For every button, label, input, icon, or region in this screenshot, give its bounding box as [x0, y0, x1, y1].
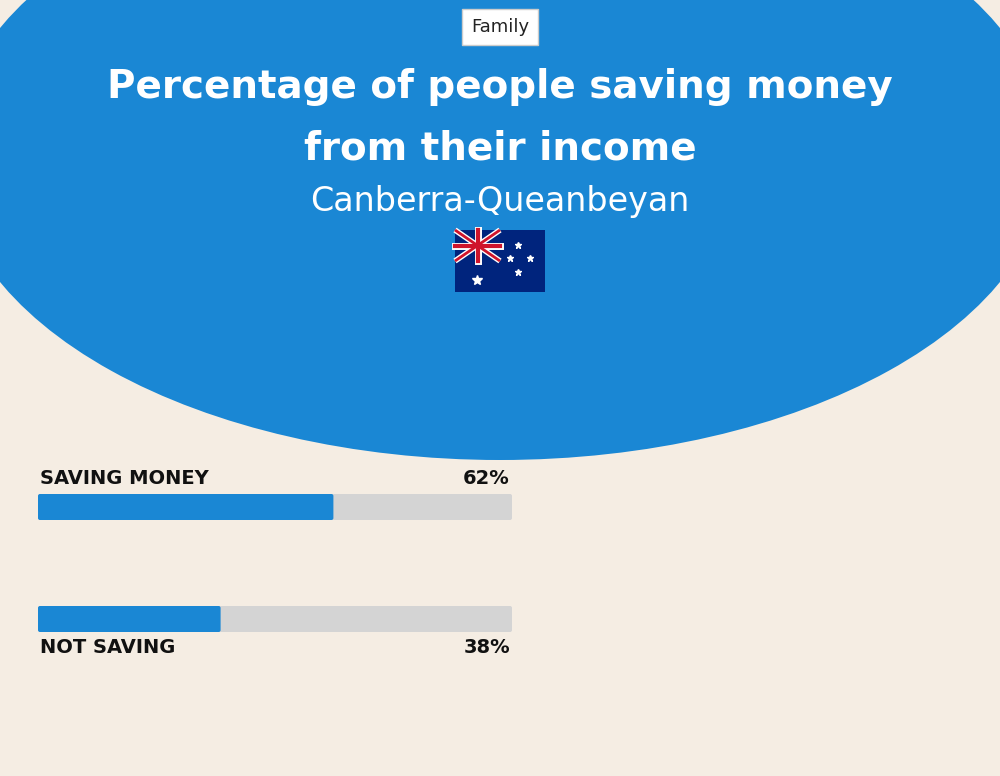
Text: Canberra-Queanbeyan: Canberra-Queanbeyan — [310, 185, 690, 218]
Text: Percentage of people saving money: Percentage of people saving money — [107, 68, 893, 106]
FancyBboxPatch shape — [455, 230, 545, 292]
Text: Family: Family — [471, 18, 529, 36]
FancyBboxPatch shape — [38, 606, 221, 632]
Text: 38%: 38% — [463, 638, 510, 657]
Text: NOT SAVING: NOT SAVING — [40, 638, 175, 657]
Text: from their income: from their income — [304, 130, 696, 168]
Text: SAVING MONEY: SAVING MONEY — [40, 469, 209, 488]
Ellipse shape — [0, 0, 1000, 460]
FancyBboxPatch shape — [38, 606, 512, 632]
FancyBboxPatch shape — [38, 494, 333, 520]
FancyBboxPatch shape — [38, 494, 512, 520]
Text: 62%: 62% — [463, 469, 510, 488]
